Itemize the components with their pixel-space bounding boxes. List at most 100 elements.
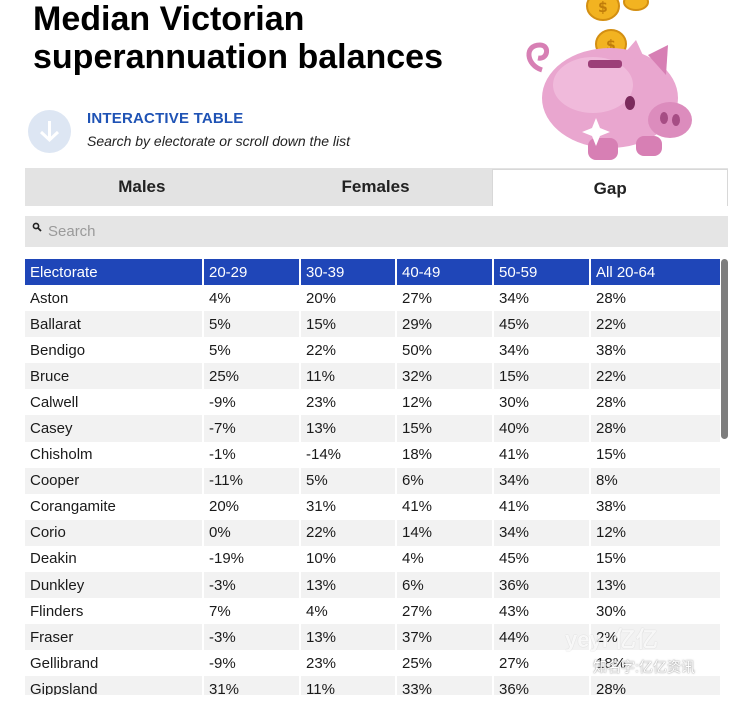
value-cell: -14% bbox=[300, 441, 397, 468]
value-cell: 28% bbox=[590, 285, 720, 312]
value-cell: 12% bbox=[396, 389, 494, 416]
value-cell: 22% bbox=[590, 363, 720, 390]
value-cell: 11% bbox=[300, 676, 397, 695]
table-row: Deakin -19% 10% 4% 45% 15% bbox=[25, 545, 720, 573]
electorate-cell: Bendigo bbox=[25, 337, 204, 364]
electorate-cell: Bruce bbox=[25, 363, 204, 390]
intro-icon-circle bbox=[28, 110, 71, 153]
electorate-cell: Gippsland bbox=[25, 676, 204, 695]
value-cell: 36% bbox=[493, 572, 591, 599]
electorate-cell: Corio bbox=[25, 519, 204, 546]
table-scrollbar[interactable] bbox=[721, 259, 729, 695]
data-table-container[interactable]: Electorate 20-29 30-39 40-49 50-59 All 2… bbox=[25, 259, 720, 695]
tab-females[interactable]: Females bbox=[341, 177, 410, 196]
value-cell: 50% bbox=[396, 337, 494, 364]
table-row: Corangamite 20% 31% 41% 41% 38% bbox=[25, 493, 720, 520]
value-cell: 11% bbox=[300, 363, 397, 390]
column-header-30-39[interactable]: 30-39 bbox=[300, 259, 397, 285]
table-row: Chisholm -1% -14% 18% 41% 15% bbox=[25, 441, 720, 468]
value-cell: 6% bbox=[396, 467, 494, 494]
value-cell: 7% bbox=[203, 598, 301, 625]
value-cell: 25% bbox=[396, 650, 494, 677]
value-cell: 22% bbox=[590, 311, 720, 338]
value-cell: 41% bbox=[396, 493, 494, 520]
value-cell: 40% bbox=[493, 415, 591, 442]
value-cell: 20% bbox=[300, 285, 397, 312]
electorate-cell: Aston bbox=[25, 285, 204, 312]
value-cell: 34% bbox=[493, 519, 591, 546]
value-cell: 36% bbox=[493, 676, 591, 695]
electorate-cell: Corangamite bbox=[25, 493, 204, 520]
electorate-cell: Deakin bbox=[25, 545, 204, 573]
intro-heading: INTERACTIVE TABLE bbox=[87, 110, 244, 127]
value-cell: 34% bbox=[493, 467, 591, 494]
value-cell: -9% bbox=[203, 389, 301, 416]
page-title-line-2: superannuation balances bbox=[33, 38, 443, 76]
column-header-40-49[interactable]: 40-49 bbox=[396, 259, 494, 285]
watermark-logo: yeyi 亿亿 bbox=[565, 627, 658, 652]
arrow-down-icon bbox=[39, 121, 60, 143]
value-cell: 14% bbox=[396, 519, 494, 546]
watermark-caption: 知名字:亿亿资讯 bbox=[593, 659, 695, 675]
value-cell: 13% bbox=[590, 572, 720, 599]
value-cell: 29% bbox=[396, 311, 494, 338]
value-cell: 23% bbox=[300, 650, 397, 677]
search-icon bbox=[32, 222, 42, 232]
value-cell: 2% bbox=[590, 624, 720, 651]
value-cell: 44% bbox=[493, 624, 591, 651]
table-row: Fraser -3% 13% 37% 44% 2% bbox=[25, 624, 720, 651]
value-cell: 34% bbox=[493, 285, 591, 312]
value-cell: -3% bbox=[203, 572, 301, 599]
tab-gap[interactable]: Gap bbox=[492, 169, 729, 206]
electorate-cell: Gellibrand bbox=[25, 650, 204, 677]
page-title: Median Victorian superannuation balances bbox=[33, 0, 503, 76]
electorate-cell: Flinders bbox=[25, 598, 204, 625]
electorate-cell: Cooper bbox=[25, 467, 204, 494]
value-cell: 38% bbox=[590, 337, 720, 364]
value-cell: 32% bbox=[396, 363, 494, 390]
value-cell: -7% bbox=[203, 415, 301, 442]
table-row: Gellibrand -9% 23% 25% 27% 18% bbox=[25, 650, 720, 677]
search-input[interactable] bbox=[48, 216, 718, 247]
value-cell: 5% bbox=[300, 467, 397, 494]
value-cell: 15% bbox=[493, 363, 591, 390]
value-cell: 27% bbox=[493, 650, 591, 677]
value-cell: 0% bbox=[203, 519, 301, 546]
value-cell: 31% bbox=[300, 493, 397, 520]
table-row: Flinders 7% 4% 27% 43% 30% bbox=[25, 598, 720, 625]
value-cell: -11% bbox=[203, 467, 301, 494]
table-row: Bruce 25% 11% 32% 15% 22% bbox=[25, 363, 720, 390]
value-cell: 28% bbox=[590, 415, 720, 442]
column-header-20-29[interactable]: 20-29 bbox=[203, 259, 301, 285]
table-row: Corio 0% 22% 14% 34% 12% bbox=[25, 519, 720, 546]
table-row: Ballarat 5% 15% 29% 45% 22% bbox=[25, 311, 720, 338]
value-cell: 27% bbox=[396, 285, 494, 312]
value-cell: 6% bbox=[396, 572, 494, 599]
value-cell: 43% bbox=[493, 598, 591, 625]
table-row: Casey -7% 13% 15% 40% 28% bbox=[25, 415, 720, 442]
electorate-cell: Casey bbox=[25, 415, 204, 442]
column-header-50-59[interactable]: 50-59 bbox=[493, 259, 591, 285]
value-cell: 15% bbox=[590, 545, 720, 573]
scrollbar-thumb[interactable] bbox=[721, 259, 728, 439]
page-title-line-1: Median Victorian bbox=[33, 0, 305, 38]
electorate-cell: Calwell bbox=[25, 389, 204, 416]
value-cell: 13% bbox=[300, 624, 397, 651]
value-cell: 41% bbox=[493, 493, 591, 520]
column-header-all-20-64[interactable]: All 20-64 bbox=[590, 259, 720, 285]
value-cell: 18% bbox=[396, 441, 494, 468]
electorate-cell: Fraser bbox=[25, 624, 204, 651]
column-header-electorate[interactable]: Electorate bbox=[25, 259, 204, 285]
value-cell: 18% bbox=[590, 650, 720, 677]
value-cell: 13% bbox=[300, 572, 397, 599]
value-cell: 30% bbox=[590, 598, 720, 625]
table-row: Gippsland 31% 11% 33% 36% 28% bbox=[25, 676, 720, 695]
value-cell: 8% bbox=[590, 467, 720, 494]
value-cell: 15% bbox=[590, 441, 720, 468]
value-cell: 38% bbox=[590, 493, 720, 520]
value-cell: 20% bbox=[203, 493, 301, 520]
value-cell: 45% bbox=[493, 545, 591, 573]
tab-males[interactable]: Males bbox=[118, 177, 166, 196]
table-header-row: Electorate 20-29 30-39 40-49 50-59 All 2… bbox=[25, 259, 720, 285]
table-body: Aston 4% 20% 27% 34% 28% Ballarat 5% 15% 29% 45% 22… bbox=[25, 285, 720, 695]
